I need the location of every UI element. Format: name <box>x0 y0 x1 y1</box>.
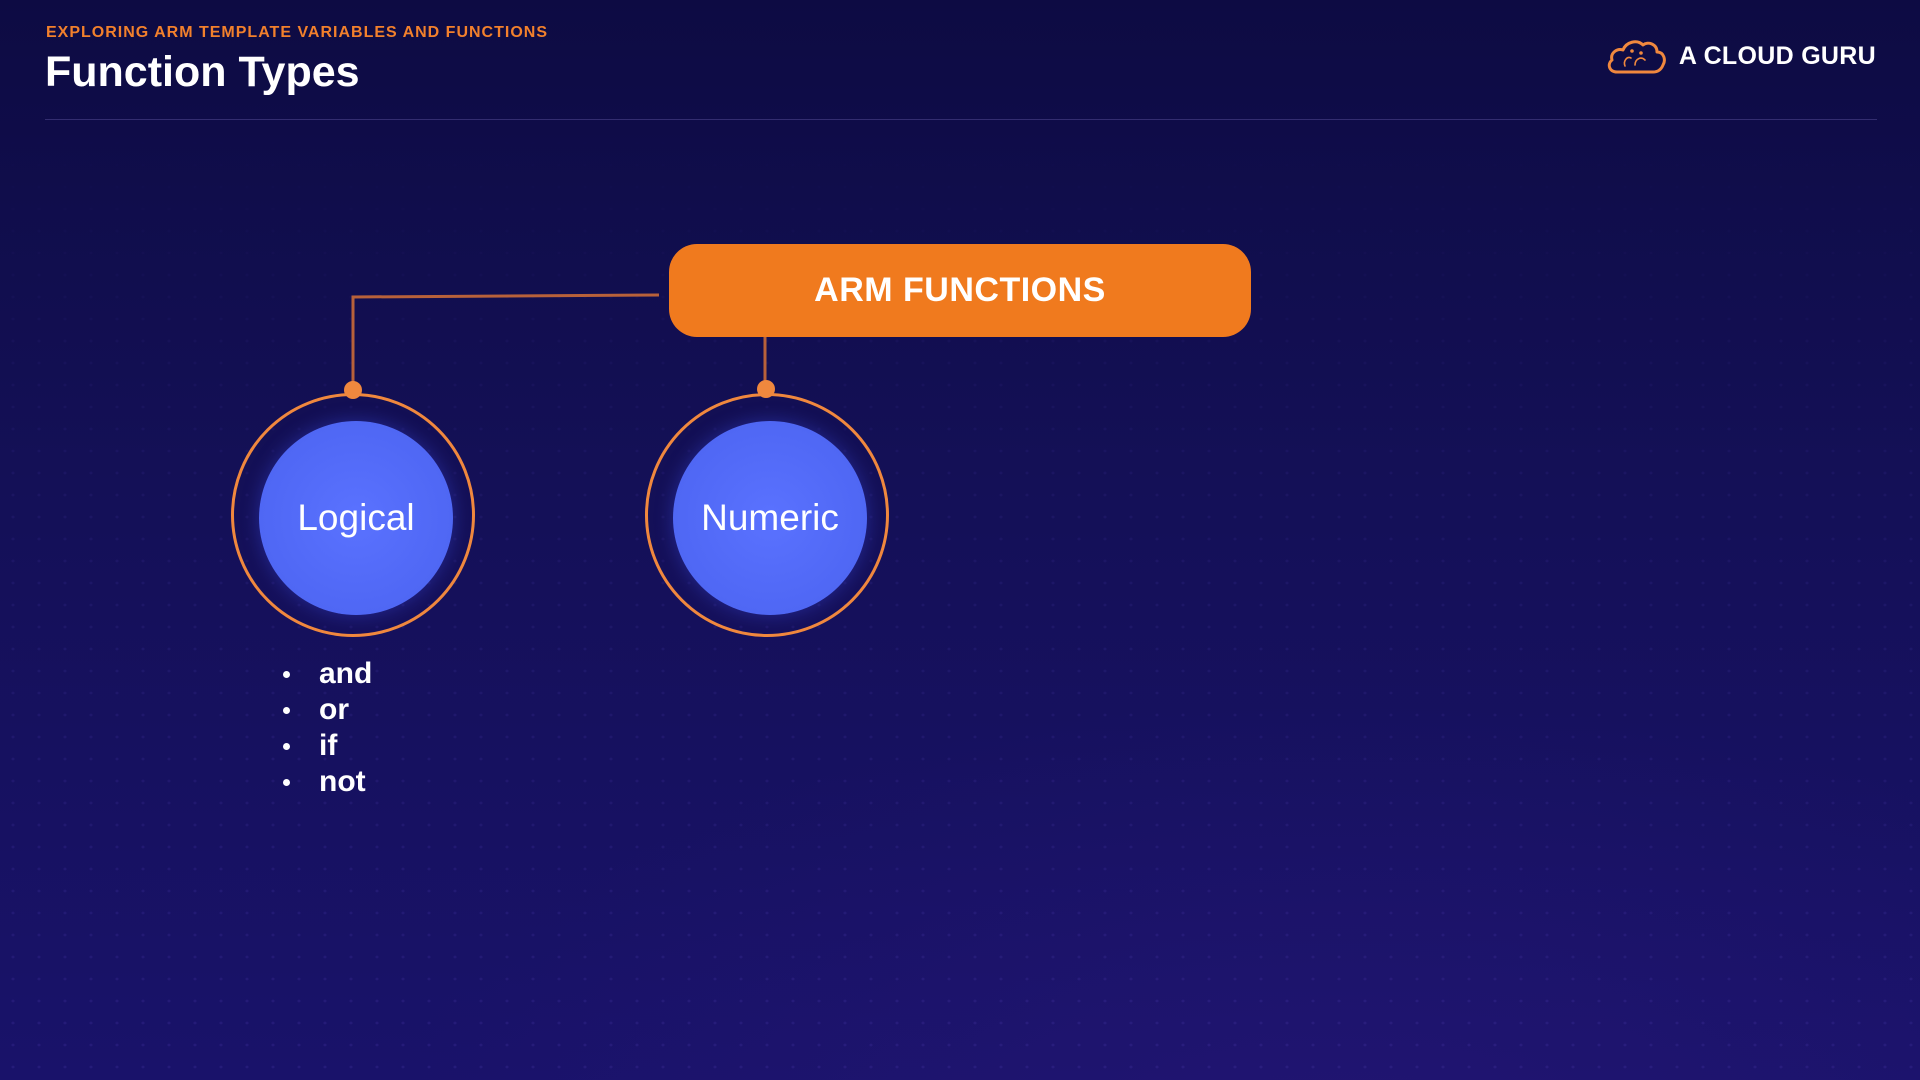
page-title: Function Types <box>45 48 360 96</box>
node-numeric: Numeric <box>645 393 889 637</box>
node-logical-connector-dot <box>344 381 362 399</box>
node-numeric-connector-dot <box>757 380 775 398</box>
node-logical: Logical <box>231 393 475 637</box>
node-numeric-core: Numeric <box>673 421 867 615</box>
node-numeric-label: Numeric <box>701 497 839 538</box>
brand-name: A CLOUD GURU <box>1678 41 1876 70</box>
cloud-icon <box>1607 40 1666 74</box>
node-logical-core: Logical <box>259 421 453 615</box>
root-node-arm-functions: ARM FUNCTIONS <box>669 244 1251 337</box>
root-node-label: ARM FUNCTIONS <box>814 271 1106 309</box>
connector-to-logical <box>351 293 660 389</box>
brand-logo: A CLOUD GURU <box>1605 36 1876 76</box>
list-item: and <box>280 656 372 692</box>
list-item: if <box>280 728 372 764</box>
list-item: not <box>280 764 372 800</box>
list-item: or <box>280 692 372 728</box>
node-logical-label: Logical <box>297 497 415 538</box>
section-kicker: EXPLORING ARM TEMPLATE VARIABLES AND FUN… <box>46 24 548 41</box>
header-divider <box>45 119 1877 120</box>
logical-function-list: and or if not <box>280 656 372 800</box>
